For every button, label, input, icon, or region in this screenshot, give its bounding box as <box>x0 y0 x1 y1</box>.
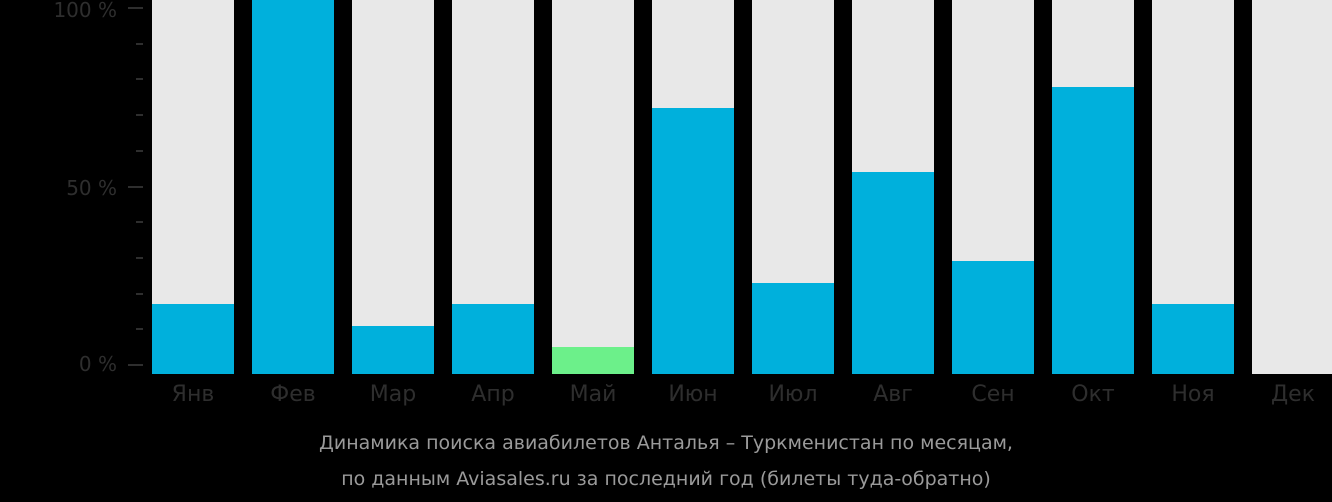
x-tick-label: Сен <box>971 382 1015 407</box>
bar-fill <box>252 0 334 374</box>
bar-fill <box>852 172 934 374</box>
bar-0 <box>152 0 234 374</box>
bar-2 <box>352 0 434 374</box>
x-tick-label: Июл <box>768 382 818 407</box>
bar-8 <box>952 0 1034 374</box>
x-tick-label: Окт <box>1071 382 1115 407</box>
y-tick-mark <box>128 185 143 188</box>
x-tick-label: Май <box>569 382 617 407</box>
y-tick-mark <box>136 42 143 45</box>
bar-fill <box>652 108 734 374</box>
bar-11 <box>1252 0 1332 374</box>
x-tick-label: Янв <box>171 382 215 407</box>
y-tick-mark <box>136 78 143 81</box>
bar-9 <box>1052 0 1134 374</box>
y-tick-mark <box>128 7 143 9</box>
x-tick-label: Июн <box>668 382 718 407</box>
x-tick-label: Мар <box>369 382 417 407</box>
bar-5 <box>652 0 734 374</box>
bar-fill <box>352 326 434 374</box>
bar-7 <box>852 0 934 374</box>
y-tick-label-100: 100 % <box>53 0 117 22</box>
x-tick-label: Авг <box>873 382 913 407</box>
x-tick-label: Ноя <box>1171 382 1215 407</box>
bar-fill <box>552 347 634 374</box>
bar-fill <box>1152 304 1234 374</box>
bar-10 <box>1152 0 1234 374</box>
x-tick-label: Дек <box>1270 382 1315 407</box>
y-tick-mark <box>136 292 143 295</box>
bar-fill <box>752 283 834 374</box>
y-tick-mark <box>136 114 143 117</box>
y-tick-mark <box>136 149 143 152</box>
bar-3 <box>452 0 534 374</box>
y-tick-label-50: 50 % <box>66 176 117 200</box>
y-tick-mark <box>136 256 143 259</box>
bar-4 <box>552 0 634 374</box>
bar-fill <box>1052 87 1134 374</box>
y-tick-mark <box>128 364 143 366</box>
chart-caption-line1: Динамика поиска авиабилетов Анталья – Ту… <box>319 432 1013 454</box>
y-tick-mark <box>136 328 143 331</box>
y-tick-label-0: 0 % <box>78 352 117 376</box>
x-tick-label: Апр <box>471 382 515 407</box>
bar-1 <box>252 0 334 374</box>
y-tick-mark <box>136 221 143 224</box>
bar-fill <box>152 304 234 374</box>
bar-fill <box>952 261 1034 374</box>
chart-caption-line2: по данным Aviasales.ru за последний год … <box>341 468 991 490</box>
bar-6 <box>752 0 834 374</box>
x-tick-label: Фев <box>270 382 316 407</box>
bar-fill <box>452 304 534 374</box>
